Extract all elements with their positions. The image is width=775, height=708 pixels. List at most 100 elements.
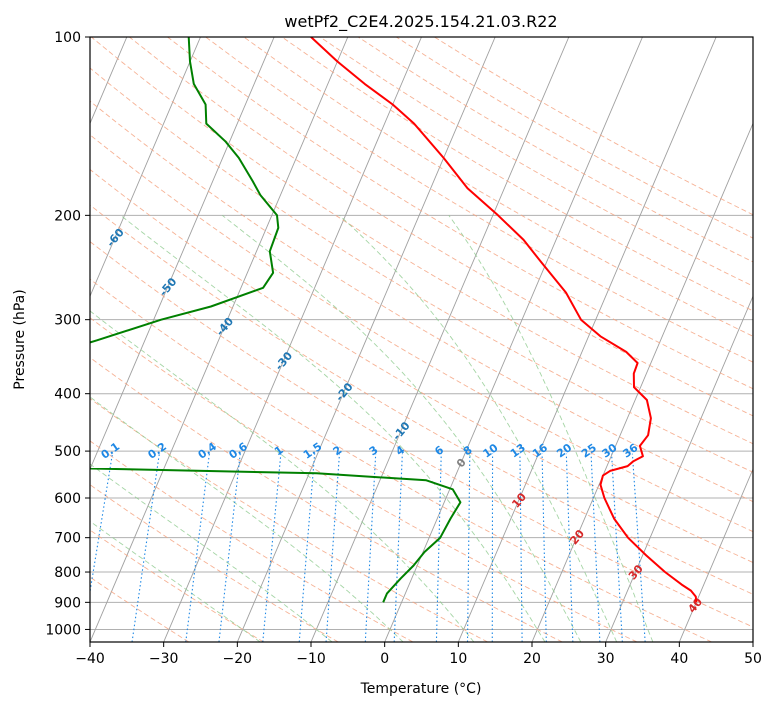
mixing-ratio-line: [466, 453, 471, 642]
y-tick-label: 200: [54, 208, 81, 224]
mixing-ratio-label: 20: [554, 441, 574, 461]
dry-adiabat: [90, 241, 753, 628]
moist-adiabat: [90, 396, 404, 642]
mixing-ratio-line: [611, 453, 623, 642]
isotherm-line: [236, 37, 496, 642]
isotherm-line: [384, 37, 643, 642]
contour-labels: 0.10.20.40.611.52346810131620253036-100-…: [0, 126, 706, 616]
y-tick-label: 800: [54, 565, 81, 581]
mixing-ratio-label: 0.2: [146, 440, 169, 462]
y-tick-label: 700: [54, 531, 81, 547]
x-tick-label: −20: [223, 651, 253, 667]
isotherm-label: 20: [567, 527, 587, 547]
y-axis: 1000 900 800 700 600 500 400 300 200 100: [45, 30, 90, 638]
isotherm-label: -70: [53, 174, 76, 198]
isotherm-label: -20: [333, 380, 356, 404]
y-tick-label: 300: [54, 313, 81, 329]
background-lines: [90, 37, 753, 642]
mixing-ratio-label: 16: [530, 441, 550, 461]
dry-adiabat: [205, 37, 753, 363]
x-tick-label: 20: [523, 651, 541, 667]
isotherm-line: [90, 37, 201, 298]
mixing-ratio-line: [364, 453, 377, 642]
x-tick-label: −30: [149, 651, 179, 667]
isotherm-line: [457, 37, 717, 642]
isotherm-label: -40: [214, 315, 237, 339]
x-tick-label: 40: [670, 651, 688, 667]
mixing-ratio-line: [298, 453, 316, 642]
mixing-ratio-label: 0.6: [226, 440, 250, 462]
dry-adiabat: [90, 356, 563, 642]
x-tick-label: −40: [75, 651, 105, 667]
isotherm-label: -50: [157, 275, 180, 299]
dry-adiabat: [90, 317, 638, 642]
y-tick-label: 400: [54, 387, 81, 403]
isotherm-line: [678, 467, 753, 642]
isotherm-label: -80: [0, 126, 22, 150]
moist-adiabat: [90, 463, 333, 642]
mixing-ratio-line: [631, 453, 646, 642]
x-axis: −40 −30 −20 −10 0 10 20 30 40 50: [75, 642, 762, 667]
mixing-ratio-label: 36: [620, 441, 640, 461]
dry-adiabat: [90, 168, 753, 564]
dry-adiabat: [90, 100, 753, 503]
mixing-ratio-line: [90, 453, 113, 596]
moist-adiabat: [221, 214, 582, 642]
dry-adiabat: [90, 576, 190, 642]
y-tick-label: 500: [54, 444, 81, 460]
isotherm-line: [163, 37, 422, 642]
mixing-ratio-line: [519, 453, 523, 642]
isotherm-line: [605, 295, 753, 642]
mixing-ratio-label: 25: [579, 441, 599, 460]
mixing-ratio-label: 13: [508, 441, 528, 460]
mixing-ratio-label: 0.4: [196, 440, 220, 462]
x-tick-label: 50: [744, 651, 762, 667]
mixing-ratio-label: 10: [481, 441, 501, 461]
mixing-ratio-line: [590, 453, 601, 642]
mixing-ratio-line: [393, 453, 403, 642]
dry-adiabat: [90, 134, 753, 533]
mixing-ratio-line: [325, 453, 341, 642]
mixing-ratio-line: [262, 453, 282, 642]
chart-title: wetPf2_C2E4.2025.154.21.03.R22: [284, 12, 557, 32]
mixing-ratio-line: [435, 453, 442, 642]
dry-adiabat: [167, 37, 753, 390]
dry-adiabat: [91, 37, 753, 445]
x-tick-label: 30: [597, 651, 615, 667]
moist-adiabat: [448, 215, 654, 642]
dry-adiabat: [243, 37, 753, 337]
moist-adiabat: [90, 520, 261, 642]
temperature-profile-line: [310, 37, 698, 603]
isotherm-line: [90, 37, 349, 642]
x-tick-label: 0: [380, 651, 389, 667]
moist-adiabat: [339, 214, 618, 642]
mixing-ratio-line: [541, 453, 547, 642]
dry-adiabat: [90, 204, 753, 595]
moist-adiabat: [90, 310, 475, 642]
dry-adiabat: [90, 440, 414, 642]
isotherm-label: -10: [390, 419, 413, 443]
y-tick-label: 900: [54, 595, 81, 611]
x-tick-label: −10: [296, 651, 326, 667]
mixing-ratio-line: [185, 453, 210, 642]
mixing-ratio-line: [218, 453, 241, 642]
mixing-ratio-line: [131, 453, 160, 642]
dewpoint-profile-line: [90, 37, 462, 603]
mixing-ratio-line: [565, 453, 574, 642]
dry-adiabat: [90, 278, 712, 642]
mixing-ratio-label: 0.1: [99, 440, 122, 462]
plot-frame: [89, 36, 754, 643]
sounding-lines: [90, 37, 698, 603]
x-tick-label: 10: [449, 651, 467, 667]
mixing-ratio-label: 1.5: [301, 440, 324, 462]
moist-adiabat: [120, 214, 546, 642]
isotherm-line: [752, 640, 753, 642]
dry-adiabat: [357, 37, 753, 263]
x-axis-title: Temperature (°C): [360, 681, 482, 697]
isotherm-label: -30: [273, 349, 296, 373]
isotherm-label: -60: [104, 226, 127, 250]
dry-adiabat: [90, 67, 753, 473]
dry-adiabat: [90, 529, 264, 642]
dry-adiabat: [90, 484, 339, 642]
